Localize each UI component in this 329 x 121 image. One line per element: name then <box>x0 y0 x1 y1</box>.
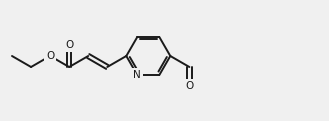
Text: N: N <box>134 70 141 80</box>
Text: O: O <box>46 51 54 61</box>
Text: O: O <box>185 81 193 91</box>
Text: O: O <box>65 40 73 50</box>
